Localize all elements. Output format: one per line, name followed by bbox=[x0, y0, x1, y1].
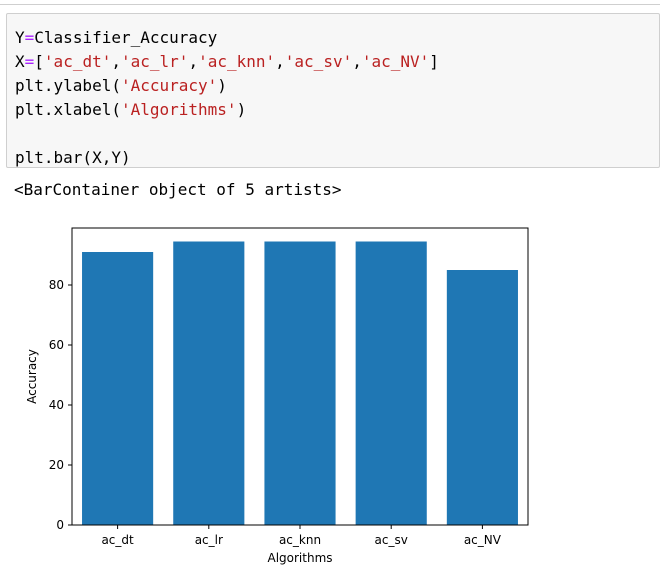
code-token: Y bbox=[15, 28, 25, 47]
code-token: plt.bar(X,Y) bbox=[15, 148, 131, 167]
code-token: , bbox=[352, 52, 362, 71]
code-string: 'ac_NV' bbox=[361, 52, 430, 71]
bar-ac_dt bbox=[82, 252, 154, 525]
code-token: ) bbox=[217, 76, 227, 95]
code-token: plt.ylabel( bbox=[15, 76, 121, 95]
bar-chart: 0 20 40 60 80 ac_dt ac_lr ac_knn ac_sv ac_NV Alg… bbox=[25, 227, 529, 565]
y-tick-label: 20 bbox=[49, 458, 64, 472]
x-tick-label: ac_lr bbox=[195, 533, 223, 547]
code-token: Classifier_Accuracy bbox=[34, 28, 218, 47]
code-string: 'ac_dt' bbox=[43, 52, 112, 71]
cell-output-text: <BarContainer object of 5 artists> bbox=[14, 180, 342, 199]
bar-ac_NV bbox=[446, 270, 518, 525]
code-string: 'Algorithms' bbox=[120, 100, 237, 119]
code-token: X bbox=[15, 52, 25, 71]
y-tick-label: 80 bbox=[49, 278, 64, 292]
x-tick-label: ac_sv bbox=[375, 533, 408, 547]
x-tick-label: ac_NV bbox=[464, 533, 502, 547]
code-operator: = bbox=[24, 28, 35, 47]
code-token: , bbox=[111, 52, 121, 71]
x-tick-label: ac_dt bbox=[101, 533, 134, 547]
y-tick-label: 0 bbox=[56, 518, 64, 532]
bar-group bbox=[82, 241, 518, 525]
code-string: 'ac_sv' bbox=[284, 52, 353, 71]
code-token: plt.xlabel( bbox=[15, 100, 121, 119]
code-token: , bbox=[188, 52, 199, 71]
plot-frame bbox=[71, 227, 529, 526]
code-text[interactable]: Y=Classifier_Accuracy X=['ac_dt','ac_lr'… bbox=[15, 26, 439, 170]
code-token: [ bbox=[34, 52, 44, 71]
code-token: ] bbox=[429, 52, 439, 71]
code-cell-input[interactable]: Y=Classifier_Accuracy X=['ac_dt','ac_lr'… bbox=[6, 13, 660, 168]
y-axis-label: Accuracy bbox=[25, 349, 39, 404]
x-axis-ticks: ac_dt ac_lr ac_knn ac_sv ac_NV bbox=[101, 525, 502, 547]
code-string: 'ac_knn' bbox=[198, 52, 276, 71]
code-token: , bbox=[275, 52, 285, 71]
code-string: 'ac_lr' bbox=[121, 52, 189, 71]
x-tick-label: ac_knn bbox=[279, 533, 321, 547]
bar-ac_knn bbox=[264, 241, 336, 525]
code-token: ) bbox=[236, 100, 247, 119]
code-operator: = bbox=[24, 52, 35, 71]
y-tick-label: 40 bbox=[49, 398, 64, 412]
x-axis-label: Algorithms bbox=[267, 551, 332, 565]
bar-ac_lr bbox=[173, 241, 245, 525]
code-string: 'Accuracy' bbox=[120, 76, 218, 95]
y-axis-ticks: 0 20 40 60 80 bbox=[49, 278, 72, 532]
cell-separator bbox=[0, 4, 660, 5]
y-tick-label: 60 bbox=[49, 338, 64, 352]
bar-ac_sv bbox=[355, 241, 427, 525]
